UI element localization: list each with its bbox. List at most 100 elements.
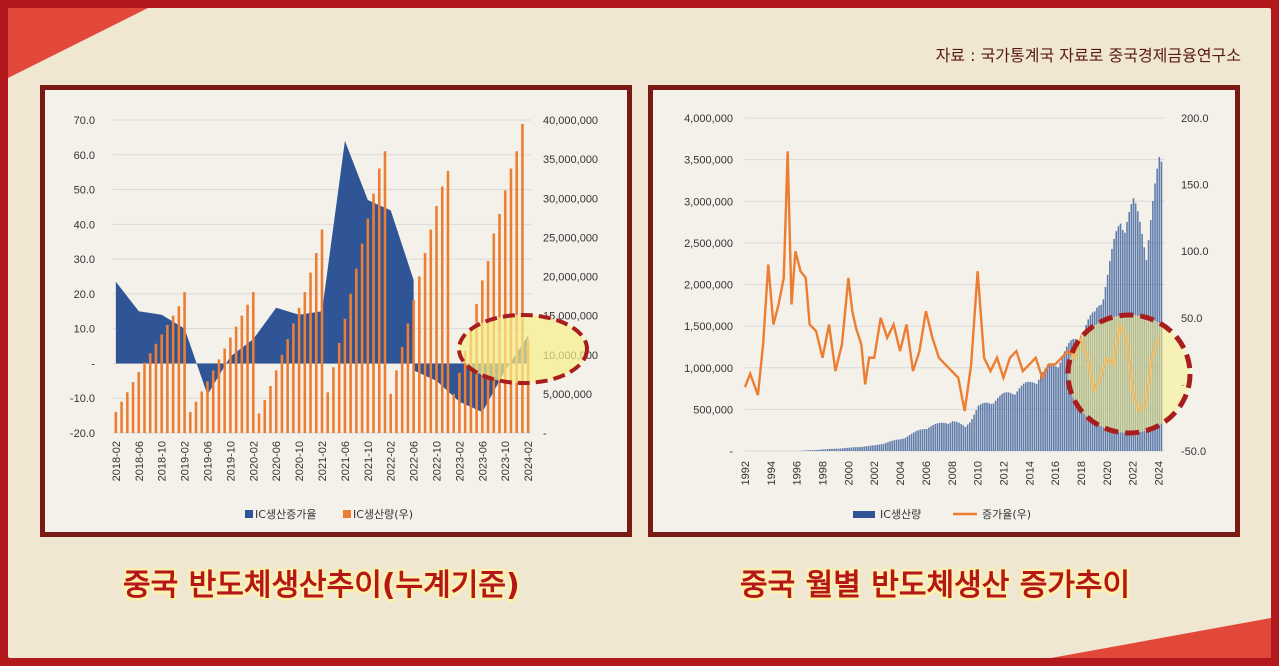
- x-tick-label: 2019-06: [202, 441, 214, 481]
- production-bar: [956, 421, 958, 451]
- production-bar: [126, 392, 129, 433]
- y-right-tick-label: 25,000,000: [543, 232, 598, 244]
- y-right-tick-label: 40,000,000: [543, 115, 598, 127]
- production-bar: [1061, 356, 1064, 451]
- production-bar: [463, 350, 467, 433]
- y-left-tick-label: 3,500,000: [684, 155, 733, 167]
- production-bar: [988, 403, 990, 451]
- x-tick-label: 2020-02: [248, 441, 260, 481]
- production-bar: [835, 448, 838, 451]
- legend-label-production: IC생산량: [880, 508, 921, 521]
- production-bar: [1048, 365, 1051, 451]
- production-bar: [848, 447, 850, 451]
- production-bar: [166, 325, 169, 433]
- production-bar: [869, 445, 872, 451]
- production-bar: [809, 450, 812, 451]
- production-bar: [160, 334, 163, 433]
- production-bar: [234, 326, 238, 433]
- production-bar: [332, 367, 335, 433]
- production-bar: [1025, 382, 1027, 451]
- right-chart-caption: 중국 월별 반도체생산 증가추이: [740, 568, 1131, 603]
- decorative-corner: [8, 8, 148, 78]
- x-tick-label: 2000: [843, 461, 855, 485]
- production-bar: [1003, 392, 1006, 451]
- production-bar: [977, 405, 980, 451]
- production-bar: [1068, 342, 1070, 451]
- production-bar: [326, 392, 330, 433]
- production-bar: [971, 419, 973, 451]
- x-tick-label: 2020-06: [271, 441, 283, 481]
- x-tick-label: 2022-02: [386, 441, 398, 481]
- production-bar: [503, 190, 507, 433]
- production-bar: [829, 448, 831, 451]
- y-right-tick-label: -: [543, 428, 547, 440]
- x-tick-label: 2021-10: [363, 441, 375, 481]
- production-bar: [120, 401, 123, 433]
- production-bar: [882, 443, 885, 451]
- y-left-tick-label: 10.0: [74, 324, 95, 336]
- production-bar: [1020, 385, 1023, 451]
- production-bar: [377, 168, 381, 433]
- production-bar: [137, 371, 141, 433]
- right-chart-panel: 4,000,000 3,500,000 3,000,000 2,500,000 2,00…: [648, 85, 1240, 537]
- production-bar: [844, 448, 846, 451]
- production-bar: [992, 403, 995, 451]
- x-tick-label: 2022-06: [409, 441, 421, 481]
- production-bar: [887, 442, 889, 451]
- production-bar: [1001, 393, 1003, 451]
- production-bar: [183, 292, 186, 433]
- y-right-tick-label: 5,000,000: [543, 389, 592, 401]
- left-chart-svg: 70.0 60.0 50.0 40.0 30.0 20.0 10.0 - -10.0 -20.0 4…: [70, 115, 598, 521]
- production-bar: [1018, 388, 1021, 451]
- x-tick-label: 1992: [740, 461, 752, 485]
- production-bar: [852, 447, 855, 451]
- y-right-tick-label: 200.0: [1181, 113, 1209, 125]
- production-bar: [337, 343, 341, 433]
- production-bar: [839, 448, 842, 451]
- production-bar: [406, 323, 410, 433]
- production-bar: [841, 448, 844, 451]
- production-bar: [1154, 183, 1156, 451]
- production-bar: [854, 447, 857, 451]
- y-left-tick-label: 30.0: [74, 254, 95, 266]
- x-tick-label: 2016: [1050, 461, 1062, 485]
- production-bar: [435, 206, 438, 433]
- production-bar: [934, 424, 937, 451]
- production-bar: [949, 422, 952, 451]
- production-bar: [831, 448, 833, 451]
- production-bar: [1007, 392, 1010, 451]
- production-bar: [429, 229, 433, 433]
- production-bar: [509, 168, 513, 433]
- production-bar: [280, 354, 284, 433]
- x-tick-label: 2008: [947, 461, 959, 485]
- x-tick-label: 2018-10: [157, 441, 169, 481]
- production-bar: [1160, 161, 1163, 451]
- production-bar: [148, 353, 152, 433]
- x-tick-label: 2024-02: [523, 441, 535, 481]
- production-bar: [383, 151, 387, 434]
- production-bar: [816, 449, 818, 451]
- y-right-tick-label: 30,000,000: [543, 193, 598, 205]
- x-tick-label: 2018: [1076, 461, 1088, 485]
- y-right-tick-label: -50.0: [1181, 446, 1206, 458]
- y-left-tick-label: -: [91, 358, 95, 370]
- y-left-tick-label: 2,500,000: [684, 238, 733, 250]
- production-bar: [355, 268, 358, 433]
- production-bar: [521, 123, 524, 433]
- y-left-tick-label: 1,500,000: [684, 321, 733, 333]
- production-bar: [941, 422, 943, 451]
- production-bar: [822, 449, 825, 451]
- production-bar: [945, 423, 947, 451]
- production-bar: [194, 401, 198, 433]
- production-bar: [969, 422, 971, 451]
- production-bar: [807, 450, 810, 451]
- production-bar: [874, 445, 876, 451]
- y-left-tick-label: 20.0: [74, 289, 95, 301]
- production-bar: [928, 427, 930, 451]
- x-tick-label: 2018-06: [134, 441, 146, 481]
- production-bar: [943, 422, 945, 451]
- production-bar: [966, 424, 969, 451]
- production-bar: [309, 272, 312, 433]
- production-bar: [964, 426, 967, 451]
- production-bar: [1037, 379, 1040, 451]
